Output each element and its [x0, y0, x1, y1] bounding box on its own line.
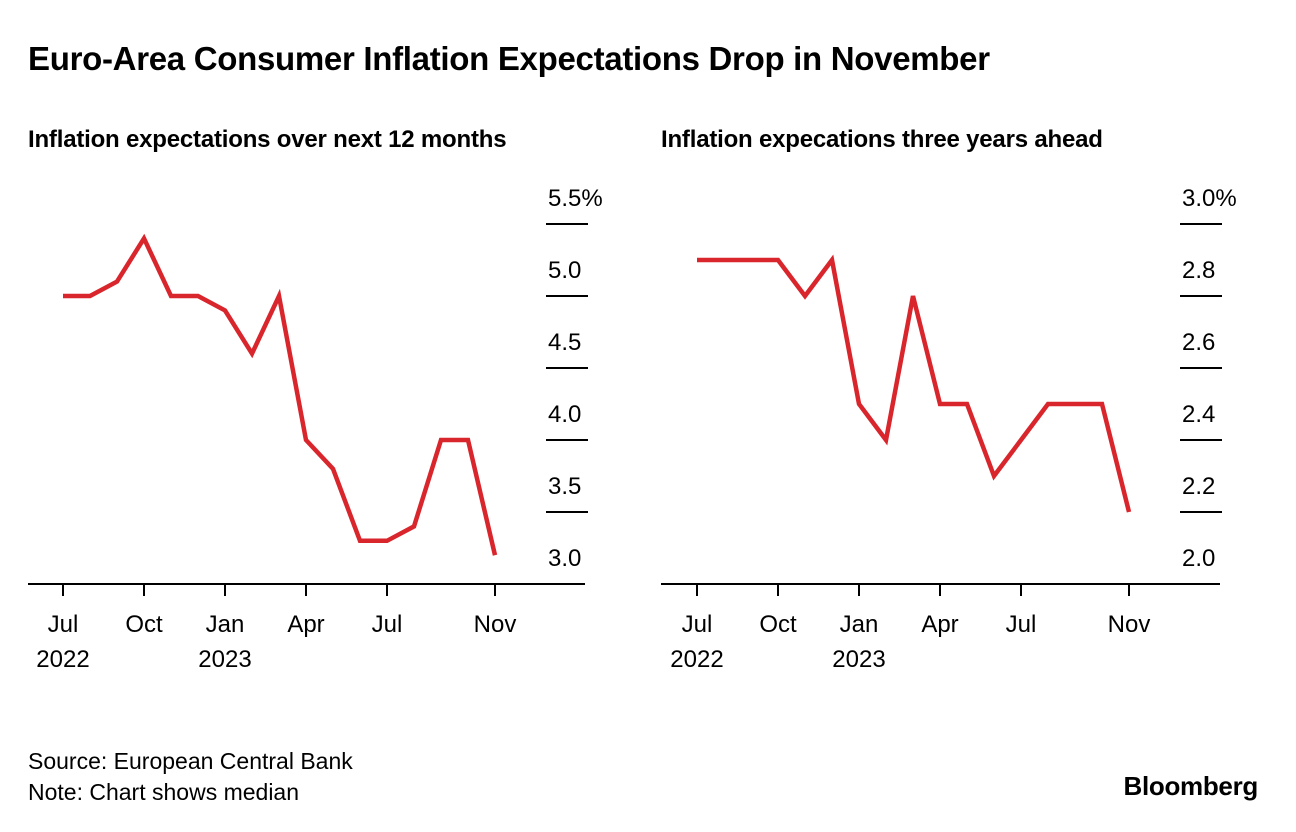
- left-x-tick-label: Nov: [474, 611, 517, 638]
- right-x-tick-label: Jul: [1006, 611, 1037, 638]
- chart-right-title: Inflation expecations three years ahead: [661, 126, 1103, 153]
- left-x-tick-label: Jul: [372, 611, 403, 638]
- right-x-tick-label: Apr: [921, 611, 958, 638]
- chart-left-title: Inflation expectations over next 12 mont…: [28, 126, 507, 153]
- right-y-tick-label: 2.6: [1182, 329, 1215, 356]
- left-y-tick-label: 3.0: [548, 545, 581, 572]
- left-y-tick-label: 4.5: [548, 329, 581, 356]
- page-title: Euro-Area Consumer Inflation Expectation…: [28, 40, 990, 77]
- left-y-tick-label: 4.0: [548, 401, 581, 428]
- right-x-tick-label: Jan: [840, 611, 879, 638]
- left-x-tick-label: Jul: [48, 611, 79, 638]
- bloomberg-logo: Bloomberg: [1123, 771, 1258, 801]
- left-x-tick-label: Apr: [287, 611, 324, 638]
- left-y-tick-label: 3.5: [548, 473, 581, 500]
- note-text: Note: Chart shows median: [28, 779, 300, 805]
- right-x-tick-sublabel: 2022: [670, 646, 723, 673]
- right-y-tick-label: 2.8: [1182, 257, 1215, 284]
- right-y-tick-label: 2.0: [1182, 545, 1215, 572]
- right-x-tick-sublabel: 2023: [832, 646, 885, 673]
- source-text: Source: European Central Bank: [28, 748, 353, 774]
- left-x-tick-label: Jan: [206, 611, 245, 638]
- left-x-tick-sublabel: 2022: [36, 646, 89, 673]
- right-y-tick-label: 3.0%: [1182, 185, 1237, 212]
- right-y-tick-label: 2.4: [1182, 401, 1215, 428]
- left-x-tick-sublabel: 2023: [198, 646, 251, 673]
- right-x-tick-label: Nov: [1108, 611, 1151, 638]
- chart-right: 3.0% 2.8 2.6 2.4 2.2 2.0 Jul 2022 Oct Jan 2023 Apr J…: [661, 185, 1237, 673]
- left-y-tick-label: 5.5%: [548, 185, 603, 212]
- left-series-line: [63, 233, 498, 556]
- left-y-tick-label: 5.0: [548, 257, 581, 284]
- left-x-tick-label: Oct: [125, 611, 163, 638]
- chart-left: 5.5% 5.0 4.5 4.0 3.5 3.0 Jul 2022 Oct Jan 2023 Apr J…: [28, 185, 603, 673]
- right-series-line: [697, 254, 1132, 513]
- right-x-tick-label: Jul: [682, 611, 713, 638]
- right-x-tick-label: Oct: [759, 611, 797, 638]
- right-y-tick-label: 2.2: [1182, 473, 1215, 500]
